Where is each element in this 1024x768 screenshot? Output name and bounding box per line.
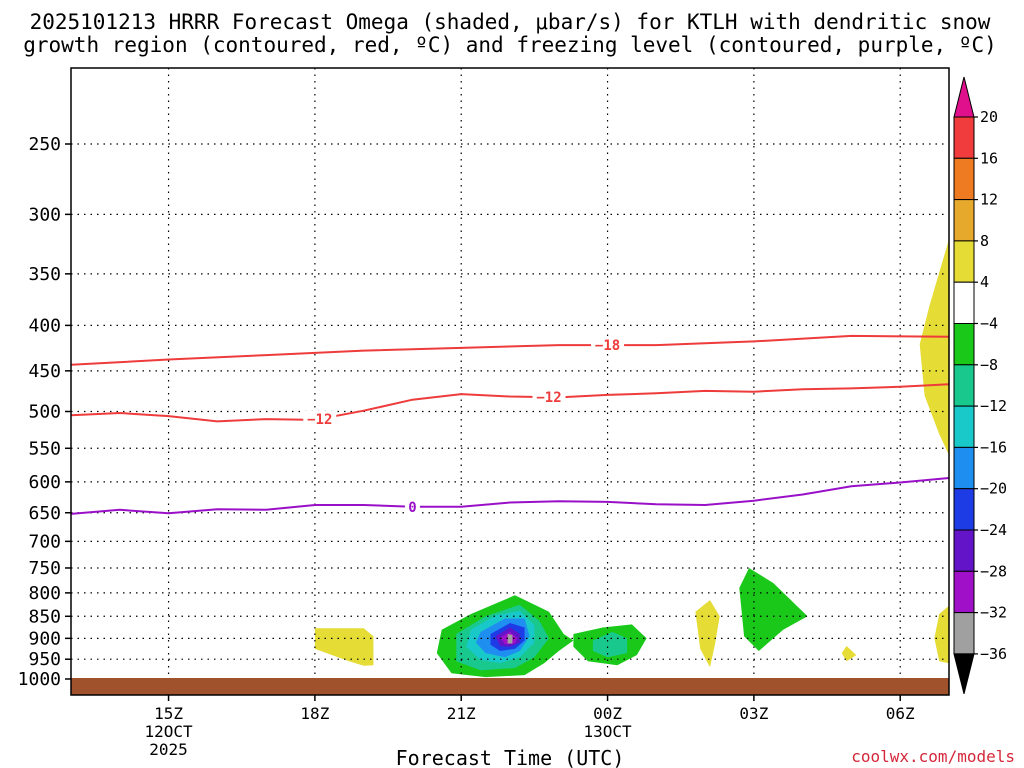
y-tick-label-950: 950 <box>28 649 61 670</box>
colorbar-swatch-6 <box>953 364 975 407</box>
x-tick-label-18Z: 18Z <box>300 704 329 723</box>
x-tick-year: 2025 <box>149 740 188 759</box>
colorbar-swatch-11 <box>953 570 975 614</box>
colorbar-tick-label: −36 <box>980 645 1007 663</box>
contour-line-2 <box>71 477 949 515</box>
colorbar-swatch-5 <box>953 323 975 366</box>
colorbar-tick-label: 20 <box>980 108 998 126</box>
colorbar-swatch-2 <box>953 199 975 242</box>
colorbar-tick-label: −12 <box>980 397 1007 415</box>
y-tick-label-400: 400 <box>28 315 61 336</box>
contour-lines: −18 −12 −12 0 <box>71 334 949 516</box>
y-tick-label-250: 250 <box>28 134 61 155</box>
colorbar-bottom-arrow <box>953 653 975 695</box>
colorbar-swatch-7 <box>953 405 975 448</box>
credit-text: coolwx.com/models <box>851 747 1015 766</box>
y-tick-label-650: 650 <box>28 503 61 524</box>
colorbar-swatch-0 <box>953 116 975 159</box>
y-tick-label-550: 550 <box>28 438 61 459</box>
colorbar-swatch-10 <box>953 529 975 572</box>
colorbar-swatch-8 <box>953 446 975 490</box>
contour-label: −12 <box>307 412 332 428</box>
contour-line-0 <box>71 334 949 366</box>
colorbar-swatch-4 <box>953 281 975 325</box>
colorbar-tick-label: −28 <box>980 562 1007 580</box>
colorbar-tick-label: −20 <box>980 480 1007 498</box>
colorbar-swatch-9 <box>953 488 975 531</box>
y-tick-label-750: 750 <box>28 558 61 579</box>
omega-region-11 <box>695 600 720 668</box>
omega-region-14 <box>934 605 949 664</box>
chart-title-line-2: growth region (contoured, red, ºC) and f… <box>23 33 997 57</box>
terrain-band <box>71 678 949 695</box>
x-tick-label-00Z: 00Z <box>593 704 622 723</box>
y-tick-label-800: 800 <box>28 583 61 604</box>
colorbar: 20 16 12 8 4 −4 −8 −12 −16 −20 −24 −28 −32 −36 <box>953 76 1007 695</box>
contour-label: −18 <box>595 338 620 354</box>
y-tick-label-850: 850 <box>28 606 61 627</box>
plot-area <box>71 68 949 695</box>
omega-region-12 <box>739 568 808 651</box>
contour-label-bg <box>591 337 625 354</box>
plot-frame <box>70 67 950 696</box>
grid-lines <box>71 68 949 695</box>
colorbar-swatch-1 <box>953 157 975 201</box>
contour-label: 0 <box>408 500 416 516</box>
colorbar-tick-label: −32 <box>980 604 1007 622</box>
colorbar-swatch-12 <box>953 612 975 655</box>
colorbar-tick-label: 4 <box>980 273 989 291</box>
colorbar-tick-label: −16 <box>980 438 1007 456</box>
contour-label-bg <box>404 498 420 515</box>
colorbar-tick-label: −4 <box>980 315 998 333</box>
y-tick-label-600: 600 <box>28 472 61 493</box>
colorbar-tick-label: 12 <box>980 191 998 209</box>
x-tick-date: 13OCT <box>583 722 632 741</box>
y-tick-label-1000: 1000 <box>18 669 61 690</box>
y-axis: 2503003504004505005506006507007508008509… <box>18 134 71 690</box>
x-tick-label-06Z: 06Z <box>886 704 915 723</box>
y-tick-label-300: 300 <box>28 204 61 225</box>
x-tick-label-03Z: 03Z <box>739 704 768 723</box>
y-tick-label-450: 450 <box>28 361 61 382</box>
contour-label-bg <box>532 389 566 406</box>
omega-region-0 <box>314 628 374 666</box>
omega-region-10 <box>592 631 628 658</box>
terrain <box>71 678 949 695</box>
y-tick-label-350: 350 <box>28 264 61 285</box>
y-tick-label-500: 500 <box>28 402 61 423</box>
x-axis-label: Forecast Time (UTC) <box>396 746 625 768</box>
colorbar-swatch-3 <box>953 240 975 283</box>
omega-region-13 <box>841 646 857 662</box>
x-tick-label-15Z: 15Z <box>154 704 183 723</box>
colorbar-tick-label: 8 <box>980 232 989 250</box>
colorbar-tick-label: −24 <box>980 521 1007 539</box>
x-tick-label-21Z: 21Z <box>447 704 476 723</box>
contour-label-bg <box>303 410 337 427</box>
y-tick-label-900: 900 <box>28 628 61 649</box>
y-tick-label-700: 700 <box>28 531 61 552</box>
contour-line-1 <box>71 383 949 423</box>
omega-region-8 <box>507 634 513 644</box>
colorbar-tick-label: 16 <box>980 149 998 167</box>
chart-title-line-1: 2025101213 HRRR Forecast Omega (shaded, … <box>30 10 991 34</box>
x-tick-date: 12OCT <box>144 722 193 741</box>
contour-label: −12 <box>536 390 561 406</box>
colorbar-tick-label: −8 <box>980 356 998 374</box>
omega-region-15 <box>919 239 949 456</box>
colorbar-top-arrow <box>953 76 975 118</box>
